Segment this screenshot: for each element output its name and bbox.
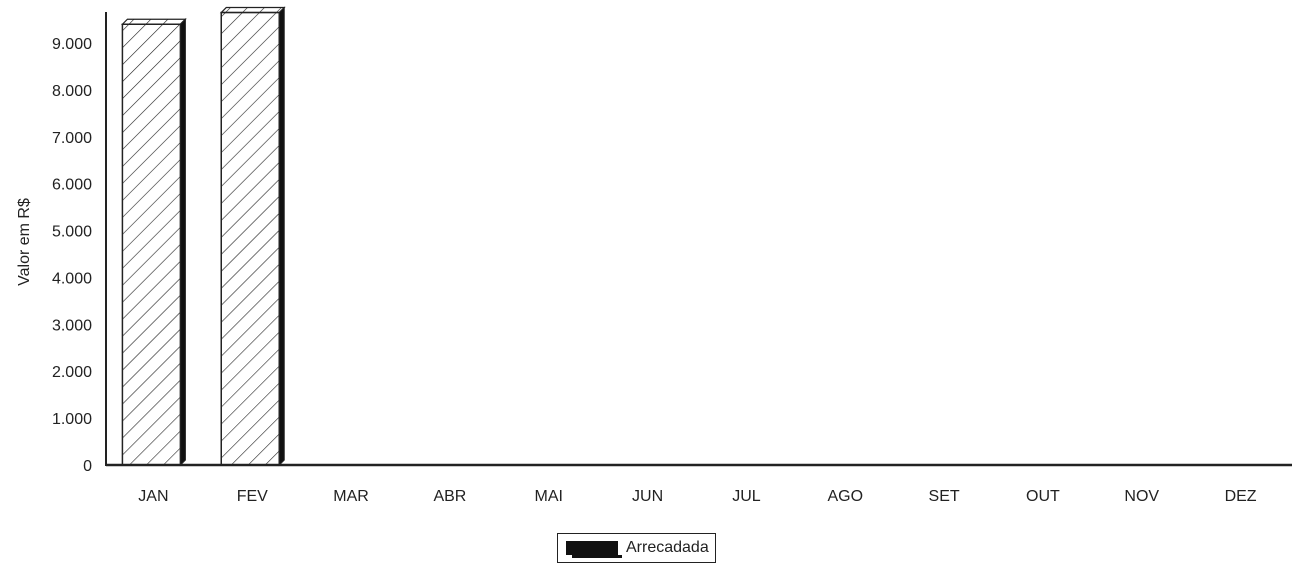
y-tick-label: 6.000 [52, 177, 92, 194]
y-tick-label: 0 [83, 458, 92, 475]
x-tick-label: MAI [535, 488, 563, 505]
y-tick-label: 8.000 [52, 83, 92, 100]
y-axis-ticks: 0 1.000 2.000 3.000 4.000 5.000 6.000 7.000 8.00… [52, 36, 92, 475]
y-tick-label: 7.000 [52, 130, 92, 147]
y-tick-label: 3.000 [52, 317, 92, 334]
y-tick-label: 1.000 [52, 411, 92, 428]
y-tick-label: 9.000 [52, 36, 92, 53]
bar [120, 18, 187, 467]
x-tick-label: JUL [732, 488, 761, 505]
x-axis-ticks: JAN FEV MAR ABR MAI JUN JUL AGO SET OUT NOV DEZ [138, 488, 1257, 505]
x-tick-label: JUN [632, 488, 663, 505]
x-tick-label: DEZ [1225, 488, 1257, 505]
legend-swatch [566, 541, 622, 558]
x-tick-label: NOV [1124, 488, 1159, 505]
x-tick-label: JAN [138, 488, 168, 505]
legend-label: Arrecadada [626, 539, 709, 556]
y-axis-label: Valor em R$ [16, 198, 33, 286]
bars [120, 6, 286, 467]
bar [219, 6, 286, 467]
y-tick-label: 5.000 [52, 224, 92, 241]
x-tick-label: MAR [333, 488, 369, 505]
x-tick-label: AGO [827, 488, 863, 505]
x-tick-label: ABR [433, 488, 466, 505]
x-tick-label: FEV [237, 488, 268, 505]
x-tick-label: OUT [1026, 488, 1060, 505]
y-tick-label: 4.000 [52, 270, 92, 287]
y-tick-label: 2.000 [52, 364, 92, 381]
legend: Arrecadada [557, 533, 716, 563]
x-tick-label: SET [929, 488, 960, 505]
